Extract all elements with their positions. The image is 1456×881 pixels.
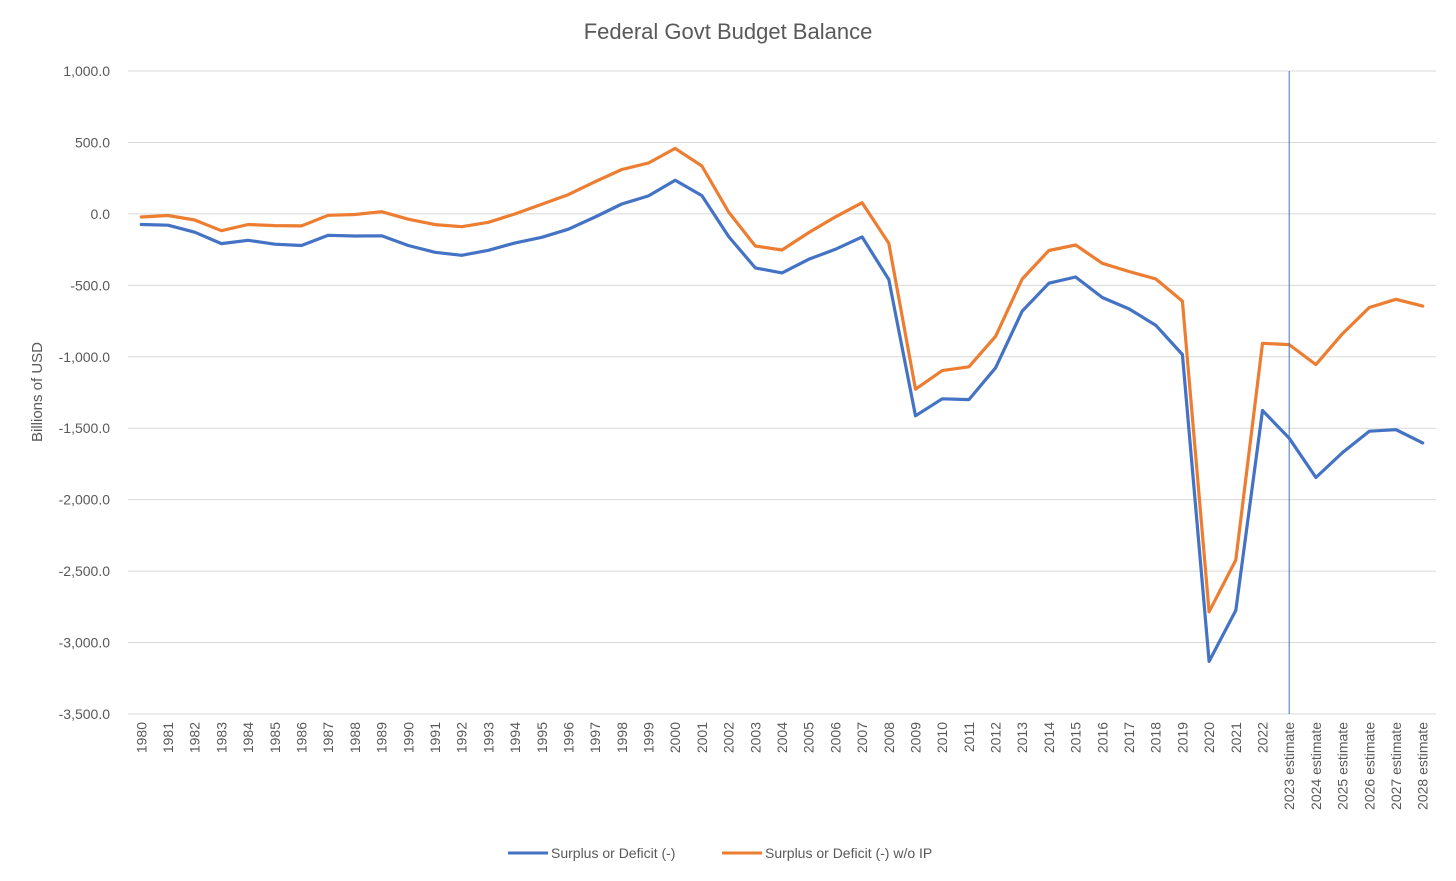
x-tick-label: 2002 [721,722,737,753]
y-axis-ticks: 1,000.0 500.0 0.0 -500.0 -1,000.0 -1,500.0 -2,… [59,63,111,722]
y-tick-label: -3,500.0 [59,706,111,722]
x-tick-label: 2014 [1041,722,1057,753]
x-tick-label: 1994 [507,722,523,753]
gridlines [128,70,1436,715]
x-tick-label: 2021 [1228,722,1244,753]
x-tick-label: 2025 estimate [1335,722,1351,810]
x-tick-label: 2001 [694,722,710,753]
y-axis-label: Billions of USD [29,342,46,442]
x-tick-label: 1989 [374,722,390,753]
x-tick-label: 1987 [320,722,336,753]
y-tick-label: -3,000.0 [59,635,111,651]
x-tick-label: 2026 estimate [1361,722,1377,810]
x-tick-label: 1983 [213,722,229,753]
y-tick-label: -2,500.0 [59,563,111,579]
x-tick-label: 1984 [240,722,256,753]
x-tick-label: 2013 [1014,722,1030,753]
x-tick-label: 2010 [934,722,950,753]
x-tick-label: 1986 [294,722,310,753]
x-tick-label: 1999 [641,722,657,753]
chart-title: Federal Govt Budget Balance [584,19,873,44]
x-tick-label: 1988 [347,722,363,753]
y-tick-label: 0.0 [91,206,111,222]
x-tick-label: 1980 [133,722,149,753]
x-tick-label: 2007 [854,722,870,753]
x-tick-label: 2023 estimate [1281,722,1297,810]
x-tick-label: 2027 estimate [1388,722,1404,810]
series-line-2 [139,146,1425,614]
x-tick-label: 2009 [907,722,923,753]
x-tick-label: 1981 [160,722,176,753]
y-tick-label: -1,500.0 [59,420,111,436]
x-tick-label: 2011 [961,722,977,752]
x-tick-label: 1998 [614,722,630,753]
legend-label-series-2: Surplus or Deficit (-) w/o IP [765,845,932,861]
x-tick-label: 2028 estimate [1415,722,1431,810]
x-tick-label: 2018 [1148,722,1164,753]
series-line-1 [139,178,1425,664]
x-tick-label: 2006 [827,722,843,753]
y-tick-label: 1,000.0 [63,63,110,79]
x-axis-ticks: 1980 1981 1982 1983 1984 1985 1986 1987 1988 1989… [133,722,1430,810]
x-tick-label: 2022 [1254,722,1270,753]
y-tick-label: 500.0 [75,134,110,150]
y-tick-label: -500.0 [70,277,110,293]
series-lines [139,146,1425,664]
x-tick-label: 2003 [747,722,763,753]
x-tick-label: 2000 [667,722,683,753]
x-tick-label: 1996 [560,722,576,753]
x-tick-label: 2008 [881,722,897,753]
x-tick-label: 2024 estimate [1308,722,1324,810]
x-tick-label: 2020 [1201,722,1217,753]
y-tick-label: -2,000.0 [59,492,111,508]
x-tick-label: 2019 [1174,722,1190,753]
x-tick-label: 2012 [988,722,1004,753]
legend: Surplus or Deficit (-) Surplus or Defici… [508,845,932,861]
x-tick-label: 2005 [801,722,817,753]
x-tick-label: 1993 [480,722,496,753]
legend-label-series-1: Surplus or Deficit (-) [551,845,675,861]
x-tick-label: 1990 [400,722,416,753]
x-tick-label: 1992 [454,722,470,753]
y-tick-label: -1,000.0 [59,349,111,365]
x-tick-label: 1991 [427,722,443,753]
x-tick-label: 2017 [1121,722,1137,753]
x-tick-label: 1982 [187,722,203,753]
x-tick-label: 1995 [534,722,550,753]
x-tick-label: 2015 [1068,722,1084,753]
x-tick-label: 1997 [587,722,603,753]
x-tick-label: 1985 [267,722,283,753]
x-tick-label: 2016 [1094,722,1110,753]
x-tick-label: 2004 [774,722,790,753]
